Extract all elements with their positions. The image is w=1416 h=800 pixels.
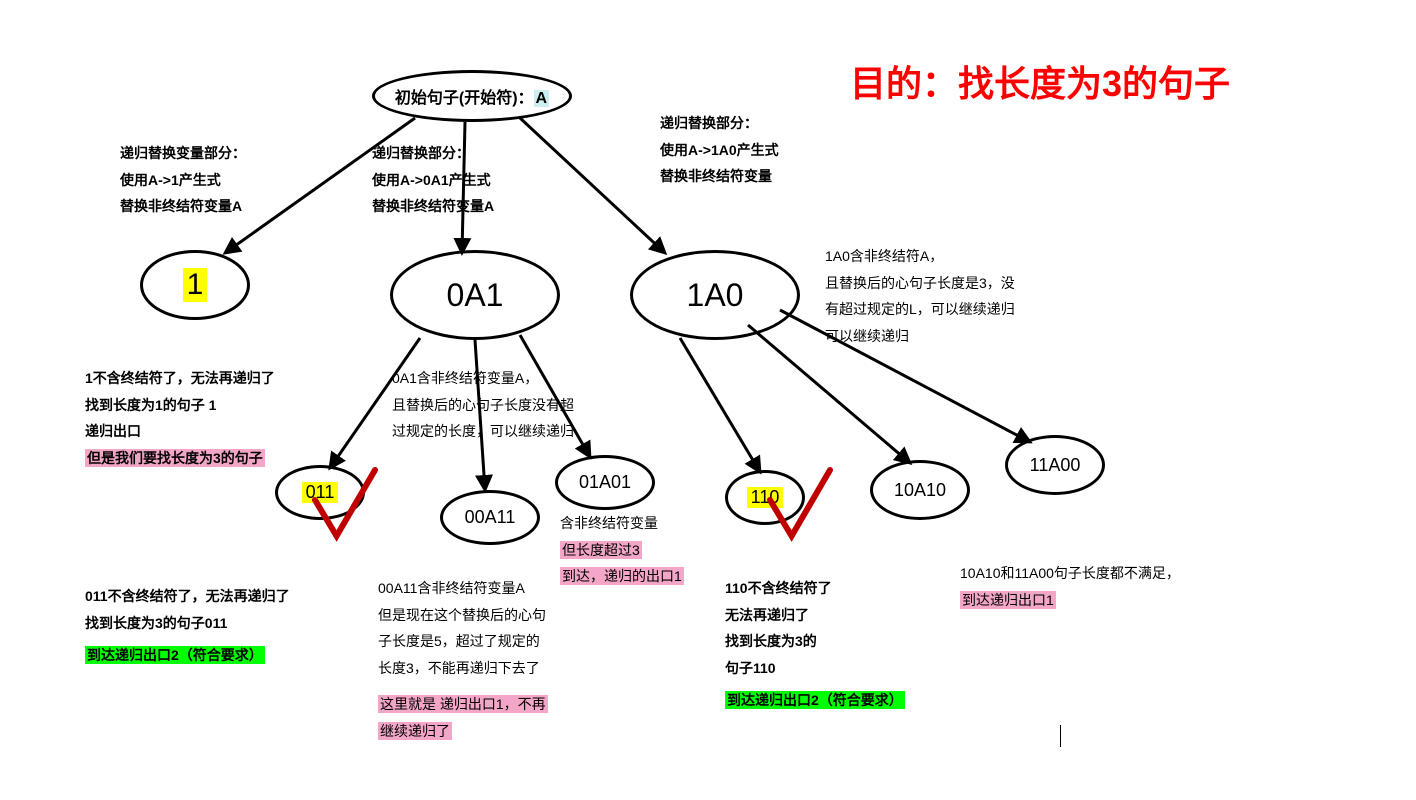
caption-node-1A0: 1A0含非终结符A，且替换后的心句子长度是3，没有超过规定的L，可以继续递归可以… [825,243,1015,349]
node-1-label: 1 [183,268,208,302]
node-011: 011 [275,465,365,520]
node-11A00-label: 11A00 [1030,455,1081,476]
node-01A01-label: 01A01 [579,472,631,493]
caption-node-110: 110不含终结符了无法再递归了找到长度为3的句子110到达递归出口2（符合要求） [725,575,905,714]
edge-label-right: 递归替换部分：使用A->1A0产生式替换非终结符变量 [660,110,779,190]
text-cursor [1060,725,1061,747]
node-10A10: 10A10 [870,460,970,520]
node-root-label: 初始句子(开始符)：A [395,84,549,108]
diagram-title: 目的：找长度为3的句子 [850,55,1230,107]
caption-node-1: 1不含终结符了，无法再递归了找到长度为1的句子 1递归出口但是我们要找长度为3的… [85,365,275,471]
caption-node-0A1: 0A1含非终结符变量A，且替换后的心句子长度没有超过规定的长度，可以继续递归 [392,365,574,445]
node-1A0-label: 1A0 [687,277,744,314]
edge-label-mid: 递归替换部分：使用A->0A1产生式替换非终结符变量A [372,140,494,220]
node-0A1-label: 0A1 [447,277,504,314]
caption-node-00A11: 00A11含非终结符变量A但是现在这个替换后的心句子长度是5，超过了规定的长度3… [378,575,548,745]
node-00A11: 00A11 [440,490,540,545]
caption-node-10A10: 10A10和11A00句子长度都不满足，到达递归出口1 [960,560,1180,613]
caption-node-011: 011不含终结符了，无法再递归了找到长度为3的句子011到达递归出口2（符合要求… [85,583,290,669]
node-011-label: 011 [302,482,339,503]
node-01A01: 01A01 [555,455,655,510]
node-00A11-label: 00A11 [465,507,516,528]
node-11A00: 11A00 [1005,435,1105,495]
node-110-label: 110 [747,487,784,508]
node-1: 1 [140,250,250,320]
node-0A1: 0A1 [390,250,560,340]
edge-label-left: 递归替换变量部分：使用A->1产生式替换非终结符变量A [120,140,246,220]
node-10A10-label: 10A10 [894,480,946,501]
caption-node-01A01: 含非终结符变量但长度超过3到达，递归的出口1 [560,510,684,590]
node-1A0: 1A0 [630,250,800,340]
node-root: 初始句子(开始符)：A [372,70,572,122]
node-110: 110 [725,470,805,525]
